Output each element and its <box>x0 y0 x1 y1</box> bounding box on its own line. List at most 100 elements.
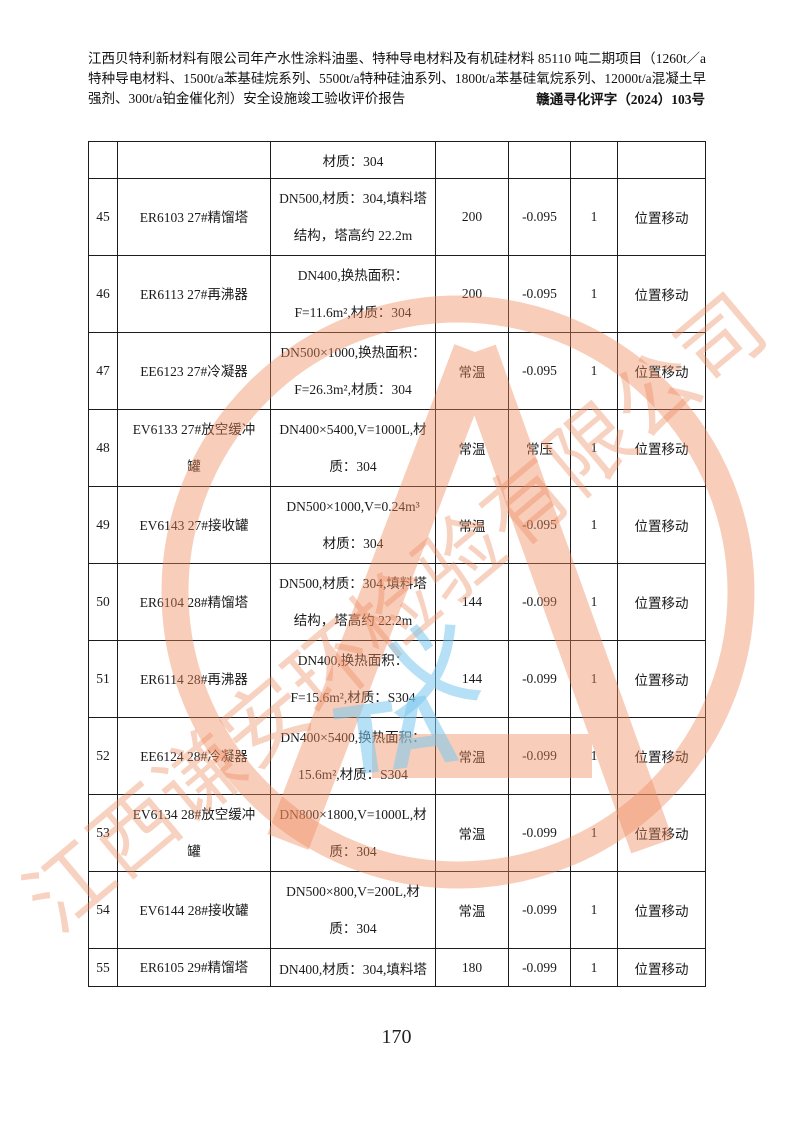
cell-qty: 1 <box>570 640 618 718</box>
cell-temp: 180 <box>435 948 509 987</box>
cell-qty: 1 <box>570 255 618 333</box>
cell-pressure: 常压 <box>508 409 571 487</box>
cell-name: EV6144 28#接收罐 <box>117 871 271 949</box>
cell-note: 位置移动 <box>617 409 706 487</box>
equipment-table-body: 材质：304 45 ER6103 27#精馏塔 DN500,材质：304,填料塔 结构… <box>88 141 706 987</box>
cell-temp: 200 <box>435 255 509 333</box>
cell-qty: 1 <box>570 486 618 564</box>
cell-note: 位置移动 <box>617 486 706 564</box>
cell-pressure: -0.099 <box>508 794 571 872</box>
cell-name: ER6103 27#精馏塔 <box>117 178 271 256</box>
table-row: 46 ER6113 27#再沸器 DN400,换热面积： F=11.6m²,材质：3… <box>88 255 706 333</box>
cell-temp: 常温 <box>435 332 509 410</box>
cell-spec: DN500×800,V=200L,材 质：304 <box>270 871 436 949</box>
cell-spec: DN500,材质：304,填料塔 结构，塔高约 22.2m <box>270 178 436 256</box>
cell-temp: 144 <box>435 640 509 718</box>
cell-seq: 55 <box>88 948 118 987</box>
cell-name: ER6113 27#再沸器 <box>117 255 271 333</box>
cell-note: 位置移动 <box>617 871 706 949</box>
cell-spec: DN400,材质：304,填料塔 <box>270 948 436 987</box>
table-row: 51 ER6114 28#再沸器 DN400,换热面积： F=15.6m²,材质：S… <box>88 640 706 718</box>
cell-pressure: -0.099 <box>508 563 571 641</box>
page-number: 170 <box>381 1026 412 1048</box>
cell-temp: 常温 <box>435 871 509 949</box>
cell-pressure: -0.099 <box>508 948 571 987</box>
cell-note: 位置移动 <box>617 178 706 256</box>
cell-note <box>617 141 706 179</box>
table-row: 48 EV6133 27#放空缓冲 罐 DN400×5400,V=1000L,材 质… <box>88 409 706 487</box>
cell-spec: DN400,换热面积： F=11.6m²,材质：304 <box>270 255 436 333</box>
cell-qty <box>570 141 618 179</box>
table-row: 47 EE6123 27#冷凝器 DN500×1000,换热面积： F=26.3m²… <box>88 332 706 410</box>
cell-qty: 1 <box>570 794 618 872</box>
cell-spec: DN800×1800,V=1000L,材 质：304 <box>270 794 436 872</box>
cell-seq: 45 <box>88 178 118 256</box>
cell-spec: DN400×5400,换热面积： 15.6m²,材质：S304 <box>270 717 436 795</box>
cell-note: 位置移动 <box>617 332 706 410</box>
doc-number: 赣通寻化评字（2024）103号 <box>530 90 705 110</box>
table-row: 54 EV6144 28#接收罐 DN500×800,V=200L,材 质：304 常… <box>88 871 706 949</box>
cell-spec: DN500×1000,V=0.24m³ 材质：304 <box>270 486 436 564</box>
cell-temp: 常温 <box>435 717 509 795</box>
cell-seq: 52 <box>88 717 118 795</box>
report-title: 江西贝特利新材料有限公司年产水性涂料油墨、特种导电材料及有机硅材料 85110 … <box>88 51 706 106</box>
cell-pressure: -0.099 <box>508 871 571 949</box>
cell-pressure <box>508 141 571 179</box>
cell-seq: 49 <box>88 486 118 564</box>
cell-seq: 47 <box>88 332 118 410</box>
cell-pressure: -0.095 <box>508 332 571 410</box>
cell-note: 位置移动 <box>617 717 706 795</box>
cell-seq: 53 <box>88 794 118 872</box>
cell-seq: 46 <box>88 255 118 333</box>
cell-seq <box>88 141 118 179</box>
cell-pressure: -0.095 <box>508 178 571 256</box>
cell-name: ER6105 29#精馏塔 <box>117 948 271 987</box>
table-row: 50 ER6104 28#精馏塔 DN500,材质：304,填料塔 结构，塔高约 2… <box>88 563 706 641</box>
cell-temp <box>435 141 509 179</box>
cell-qty: 1 <box>570 178 618 256</box>
table-row: 53 EV6134 28#放空缓冲 罐 DN800×1800,V=1000L,材 质… <box>88 794 706 872</box>
table-row: 材质：304 <box>88 141 706 179</box>
cell-temp: 常温 <box>435 794 509 872</box>
cell-temp: 常温 <box>435 486 509 564</box>
table-row: 55 ER6105 29#精馏塔 DN400,材质：304,填料塔 180 -0.099… <box>88 948 706 987</box>
cell-seq: 48 <box>88 409 118 487</box>
cell-name <box>117 141 271 179</box>
cell-spec: DN400,换热面积： F=15.6m²,材质：S304 <box>270 640 436 718</box>
cell-seq: 50 <box>88 563 118 641</box>
cell-qty: 1 <box>570 871 618 949</box>
cell-temp: 200 <box>435 178 509 256</box>
cell-note: 位置移动 <box>617 640 706 718</box>
cell-temp: 144 <box>435 563 509 641</box>
cell-seq: 51 <box>88 640 118 718</box>
cell-qty: 1 <box>570 409 618 487</box>
cell-note: 位置移动 <box>617 948 706 987</box>
cell-temp: 常温 <box>435 409 509 487</box>
cell-spec: 材质：304 <box>270 141 436 179</box>
cell-spec: DN500×1000,换热面积： F=26.3m²,材质：304 <box>270 332 436 410</box>
cell-name: ER6114 28#再沸器 <box>117 640 271 718</box>
cell-pressure: -0.095 <box>508 255 571 333</box>
cell-note: 位置移动 <box>617 563 706 641</box>
cell-name: EV6133 27#放空缓冲 罐 <box>117 409 271 487</box>
cell-seq: 54 <box>88 871 118 949</box>
cell-qty: 1 <box>570 563 618 641</box>
cell-name: ER6104 28#精馏塔 <box>117 563 271 641</box>
cell-qty: 1 <box>570 332 618 410</box>
cell-name: EV6143 27#接收罐 <box>117 486 271 564</box>
table-row: 52 EE6124 28#冷凝器 DN400×5400,换热面积： 15.6m²,材… <box>88 717 706 795</box>
equipment-table: 材质：304 45 ER6103 27#精馏塔 DN500,材质：304,填料塔 结构… <box>88 141 706 987</box>
cell-note: 位置移动 <box>617 255 706 333</box>
cell-pressure: -0.099 <box>508 640 571 718</box>
cell-name: EV6134 28#放空缓冲 罐 <box>117 794 271 872</box>
cell-name: EE6123 27#冷凝器 <box>117 332 271 410</box>
cell-qty: 1 <box>570 717 618 795</box>
cell-name: EE6124 28#冷凝器 <box>117 717 271 795</box>
cell-qty: 1 <box>570 948 618 987</box>
table-row: 49 EV6143 27#接收罐 DN500×1000,V=0.24m³ 材质：30… <box>88 486 706 564</box>
cell-pressure: -0.095 <box>508 486 571 564</box>
cell-spec: DN500,材质：304,填料塔 结构，塔高约 22.2m <box>270 563 436 641</box>
cell-spec: DN400×5400,V=1000L,材 质：304 <box>270 409 436 487</box>
cell-pressure: -0.099 <box>508 717 571 795</box>
